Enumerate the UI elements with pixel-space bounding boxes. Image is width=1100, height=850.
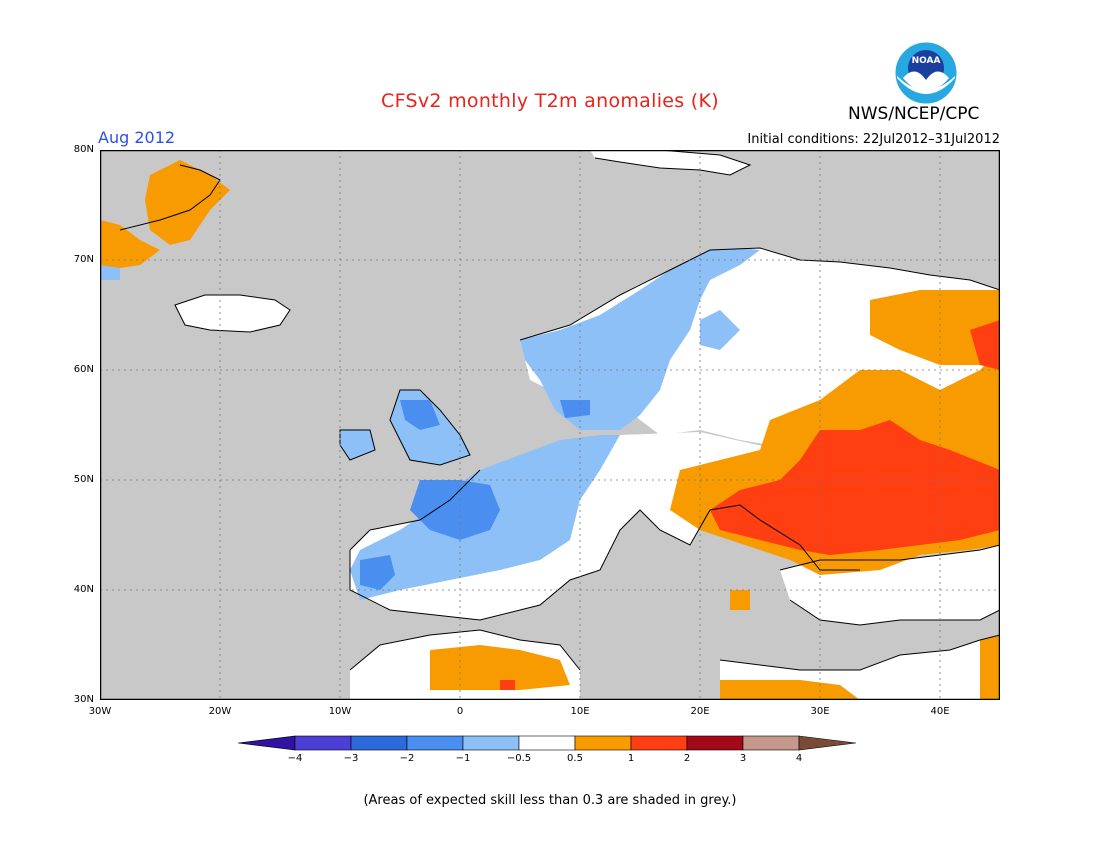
lat-label: 40N <box>73 584 94 595</box>
lat-label: 50N <box>73 474 94 485</box>
map-title: CFSv2 monthly T2m anomalies (K) <box>381 90 719 112</box>
color-bar-tick-label: 0.5 <box>567 753 583 764</box>
graticule <box>100 150 1000 700</box>
color-bar-cell <box>630 735 688 751</box>
lon-label: 10E <box>570 706 590 717</box>
color-bar-cell <box>238 735 296 751</box>
lat-label: 80N <box>73 144 94 155</box>
color-bar-cell <box>406 735 464 751</box>
color-bar-cell <box>518 735 576 751</box>
color-bar-cell <box>574 735 632 751</box>
lat-label: 30N <box>73 694 94 705</box>
positive-anomaly-areas <box>100 160 1000 700</box>
color-bar-tick-label: −4 <box>287 753 303 764</box>
agency-label: NWS/NCEP/CPC <box>848 104 980 124</box>
lon-label: 0 <box>456 706 464 717</box>
anomaly-map <box>100 150 1000 700</box>
negative-anomaly-areas <box>100 248 760 600</box>
lat-label: 60N <box>73 364 94 375</box>
lon-label: 30E <box>810 706 830 717</box>
color-bar-cell <box>294 735 352 751</box>
lon-label: 40E <box>930 706 950 717</box>
color-bar-cell <box>686 735 744 751</box>
logo-text: NOAA <box>912 56 941 66</box>
coastlines <box>119 150 1000 671</box>
color-bar-tick-label: −1 <box>455 753 471 764</box>
color-bar-tick-label: −2 <box>399 753 415 764</box>
noaa-logo: NOAA <box>894 41 958 105</box>
lon-label: 10W <box>328 706 352 717</box>
lon-label: 20W <box>208 706 232 717</box>
color-bar-tick-label: 2 <box>683 753 691 764</box>
lon-label: 30W <box>88 706 112 717</box>
skill-note: (Areas of expected skill less than 0.3 a… <box>363 793 737 808</box>
initial-conditions: Initial conditions: 22Jul2012–31Jul2012 <box>747 132 1000 147</box>
color-bar-cell <box>350 735 408 751</box>
forecast-month: Aug 2012 <box>98 128 176 147</box>
color-bar-cell <box>742 735 800 751</box>
color-bar-tick-label: −3 <box>343 753 359 764</box>
color-bar-tick-label: 1 <box>627 753 635 764</box>
color-bar-tick-label: 4 <box>795 753 803 764</box>
map-frame <box>100 150 1000 700</box>
color-bar-cell <box>462 735 520 751</box>
color-bar <box>238 735 857 751</box>
color-bar-tick-label: 3 <box>739 753 747 764</box>
lat-label: 70N <box>73 254 94 265</box>
color-bar-tick-label: −0.5 <box>506 753 532 764</box>
color-bar-cell <box>798 735 857 751</box>
lon-label: 20E <box>690 706 710 717</box>
